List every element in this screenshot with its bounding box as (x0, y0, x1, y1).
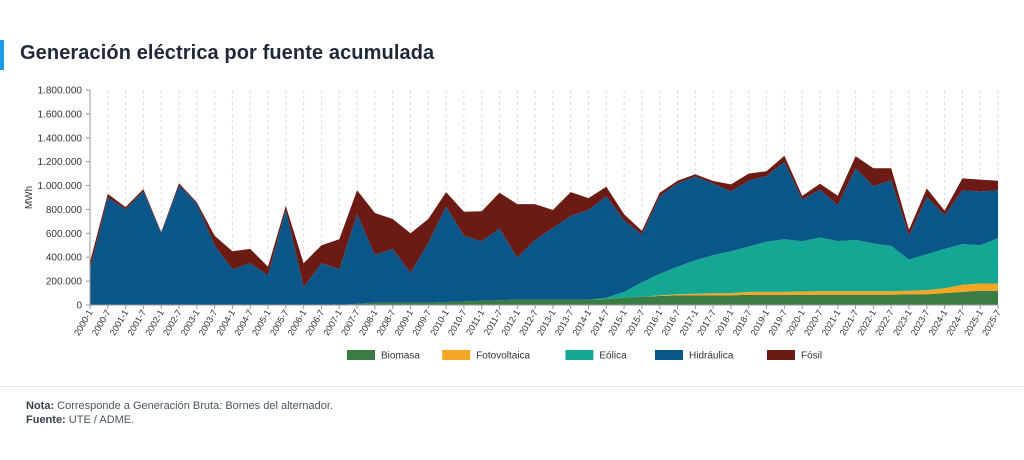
legend-item[interactable]: Eólica (565, 350, 627, 362)
y-tick-label: 400.000 (46, 253, 83, 264)
footer-divider (0, 386, 1024, 387)
y-tick-label: 1.000.000 (38, 181, 83, 192)
y-tick-label: 1.800.000 (38, 86, 83, 97)
source-line: Fuente: UTE / ADME. (26, 413, 333, 427)
legend-item[interactable]: Fotovoltaica (442, 350, 530, 362)
legend-swatch (347, 350, 375, 360)
y-tick-label: 1.600.000 (38, 109, 83, 120)
note-line: Nota: Corresponde a Generación Bruta: Bo… (26, 399, 333, 413)
source-text: UTE / ADME. (69, 414, 134, 426)
note-text: Corresponde a Generación Bruta: Bornes d… (57, 400, 333, 412)
y-tick-label: 800.000 (46, 205, 83, 216)
legend-label: Hidráulica (689, 351, 734, 362)
legend: Biomasa Fotovoltaica Eólica Hidráulica Fósil (347, 350, 822, 362)
legend-swatch (767, 350, 795, 360)
page-title: Generación eléctrica por fuente acumulad… (20, 42, 434, 65)
legend-item[interactable]: Biomasa (347, 350, 420, 362)
legend-swatch (655, 350, 683, 360)
legend-swatch (565, 350, 593, 360)
chart-card: Generación eléctrica por fuente acumulad… (0, 0, 1024, 460)
legend-label: Eólica (599, 351, 627, 362)
y-tick-label: 200.000 (46, 277, 83, 288)
note-label: Nota: (26, 400, 54, 412)
legend-label: Fósil (801, 351, 822, 362)
stacked-area-chart: 0 200.000 400.000 600.000 800.000 1.000.000 1.… (0, 78, 1024, 376)
area-series-layer (90, 156, 998, 305)
legend-label: Biomasa (381, 351, 420, 362)
legend-item[interactable]: Hidráulica (655, 350, 734, 362)
source-label: Fuente: (26, 414, 66, 426)
legend-swatch (442, 350, 470, 360)
legend-label: Fotovoltaica (476, 351, 530, 362)
title-accent-bar (0, 40, 4, 70)
chart-footer: Nota: Corresponde a Generación Bruta: Bo… (26, 399, 333, 427)
y-tick-label: 1.400.000 (38, 133, 83, 144)
y-tick-label: 600.000 (46, 229, 83, 240)
y-axis-label: MWh (24, 186, 35, 209)
legend-item[interactable]: Fósil (767, 350, 822, 362)
y-tick-label: 0 (76, 301, 82, 312)
y-tick-label: 1.200.000 (38, 157, 83, 168)
